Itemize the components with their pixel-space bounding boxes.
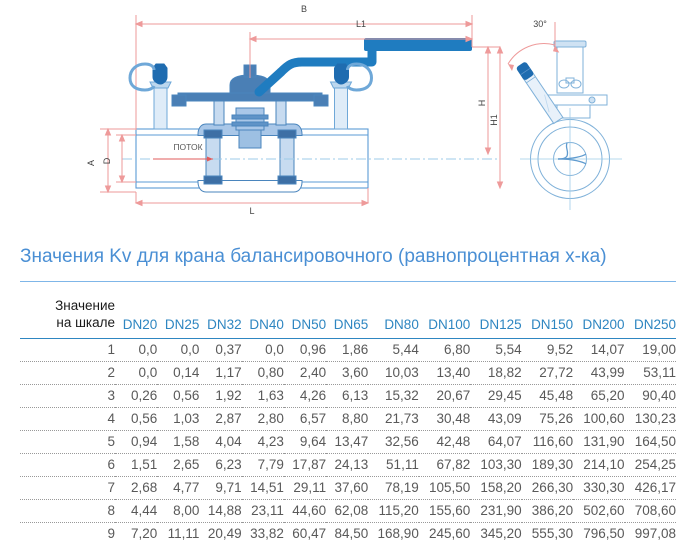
svg-text:L: L: [249, 206, 254, 216]
svg-text:ПОТОК: ПОТОК: [173, 142, 202, 152]
svg-text:B: B: [301, 4, 307, 14]
svg-text:30°: 30°: [533, 19, 547, 29]
svg-text:A: A: [86, 160, 96, 166]
svg-text:D: D: [102, 157, 112, 164]
svg-text:H1: H1: [489, 114, 499, 126]
svg-text:L1: L1: [356, 19, 366, 29]
svg-text:H: H: [477, 100, 487, 107]
